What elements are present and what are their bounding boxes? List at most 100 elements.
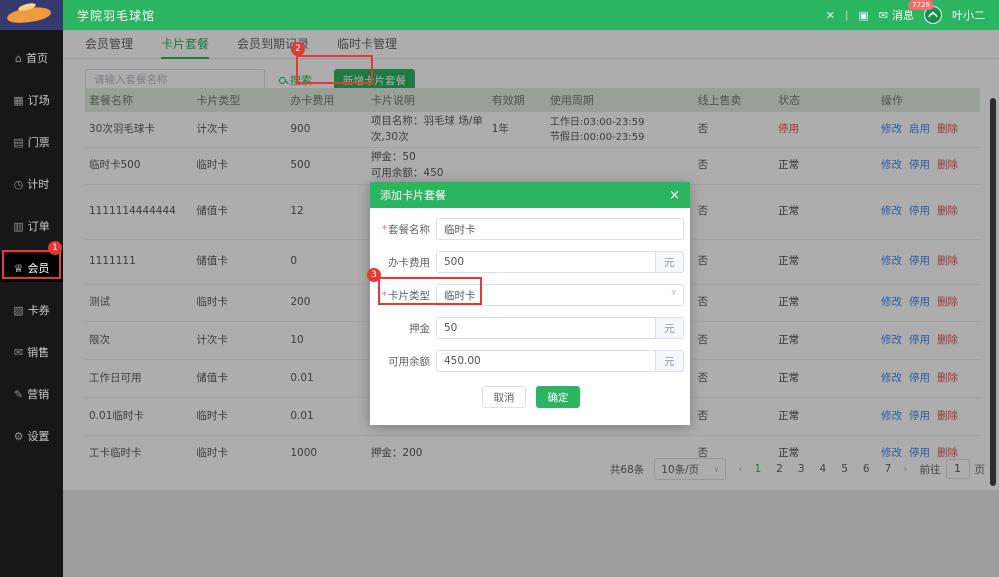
- table-row: 工卡临时卡 临时卡 1000 押金：200 否 正常 修改 停用 删除: [85, 436, 980, 472]
- vertical-scrollbar[interactable]: [990, 98, 996, 486]
- annotation-box-add-button: [296, 55, 373, 84]
- page-number[interactable]: 2: [776, 463, 783, 475]
- cell-online-sale: 否: [697, 333, 709, 346]
- disable-link[interactable]: 停用: [909, 447, 931, 460]
- cell-package-name: 测试: [89, 296, 110, 309]
- status-badge: 正常: [778, 296, 800, 309]
- delete-link[interactable]: 删除: [937, 205, 959, 218]
- cell-card-desc: 押金：200: [370, 447, 423, 460]
- page-number[interactable]: 1: [754, 463, 762, 475]
- sidebar-item-settings[interactable]: ⚙ 设置: [0, 422, 63, 450]
- messages-label: 消息: [892, 9, 914, 22]
- delete-link[interactable]: 删除: [937, 333, 959, 346]
- edit-link[interactable]: 修改: [881, 122, 903, 135]
- tools-icon[interactable]: ✕: [825, 8, 835, 22]
- field-available-balance: 可用余额 元: [378, 350, 684, 372]
- sidebar-item-timing[interactable]: ◷ 计时: [0, 170, 63, 198]
- sidebar-item-label: 会员: [27, 262, 50, 275]
- delete-link[interactable]: 删除: [937, 409, 959, 422]
- page-size-select[interactable]: 10条/页 ∨: [654, 458, 727, 480]
- package-name-input[interactable]: [436, 218, 684, 240]
- disable-link[interactable]: 停用: [909, 333, 931, 346]
- unit-label: 元: [656, 251, 684, 273]
- delete-link[interactable]: 删除: [937, 122, 959, 135]
- card-fee-input[interactable]: [436, 251, 656, 273]
- edit-link[interactable]: 修改: [881, 447, 903, 460]
- available-balance-input[interactable]: [436, 350, 656, 372]
- search-input[interactable]: [85, 69, 265, 91]
- sidebar-item-coupons[interactable]: ▧ 卡券: [0, 296, 63, 324]
- page-number[interactable]: 3: [797, 463, 805, 475]
- tab-member-management[interactable]: 会员管理: [85, 36, 134, 51]
- cell-card-fee: 0.01: [290, 371, 314, 384]
- sidebar-item-home[interactable]: ⌂ 首页: [0, 44, 63, 72]
- annotation-badge-2: 2: [291, 42, 305, 56]
- page-number[interactable]: 5: [841, 463, 848, 475]
- cell-actions: 修改 停用 删除: [877, 409, 980, 425]
- sidebar-item-marketing[interactable]: ✎ 营销: [0, 380, 63, 408]
- prev-page-button[interactable]: ‹: [738, 463, 743, 475]
- status-badge: 正常: [778, 255, 800, 268]
- cell-status: 正常: [774, 158, 877, 174]
- confirm-button[interactable]: 确定: [536, 386, 580, 408]
- delete-link[interactable]: 删除: [937, 447, 959, 460]
- disable-link[interactable]: 停用: [909, 205, 931, 218]
- page-number[interactable]: 7: [884, 463, 892, 475]
- disable-link[interactable]: 停用: [909, 371, 931, 384]
- modal-header: 添加卡片套餐 ×: [370, 182, 690, 208]
- cell-actions: 修改 停用 删除: [877, 254, 980, 270]
- status-badge: 正常: [778, 205, 800, 218]
- home-icon: ⌂: [15, 51, 22, 65]
- settings-icon: ⚙: [13, 429, 24, 443]
- edit-link[interactable]: 修改: [881, 333, 903, 346]
- cell-package-name: 1111111: [89, 255, 136, 268]
- card-type-select[interactable]: ∨: [436, 284, 684, 306]
- sidebar-item-booking[interactable]: ▦ 订场: [0, 86, 63, 114]
- monitor-icon[interactable]: ▣: [858, 8, 869, 22]
- sidebar-item-tickets[interactable]: ▤ 门票: [0, 128, 63, 156]
- venue-title: 学院羽毛球馆: [77, 8, 156, 23]
- delete-link[interactable]: 删除: [937, 255, 959, 268]
- edit-link[interactable]: 修改: [881, 159, 903, 172]
- messages-button[interactable]: ✉ 消息 7726: [879, 0, 934, 23]
- page-number[interactable]: 4: [819, 463, 827, 475]
- sidebar-item-label: 卡券: [27, 304, 50, 317]
- enable-link[interactable]: 启用: [909, 122, 931, 135]
- cell-card-fee: 500: [290, 159, 311, 172]
- user-avatar[interactable]: [924, 6, 942, 24]
- edit-link[interactable]: 修改: [881, 409, 903, 422]
- page-number[interactable]: 6: [862, 463, 870, 475]
- cell-card-fee: 1000: [290, 447, 318, 460]
- sidebar-nav: ⌂ 首页 ▦ 订场 ▤ 门票 ◷ 计时 ▥ 订单 ♕ 会员 ▧ 卡券 ✉ 销售: [0, 30, 63, 577]
- edit-link[interactable]: 修改: [881, 296, 903, 309]
- tab-card-packages[interactable]: 卡片套餐: [161, 30, 210, 59]
- edit-link[interactable]: 修改: [881, 205, 903, 218]
- cell-card-desc: 押金：50 可用余额：450: [370, 151, 444, 179]
- cell-online-sale: 否: [697, 205, 709, 218]
- card-type-value[interactable]: [436, 284, 684, 306]
- delete-link[interactable]: 删除: [937, 159, 959, 172]
- cancel-button[interactable]: 取消: [482, 386, 526, 408]
- status-badge: 正常: [778, 159, 800, 172]
- cell-status: 正常: [774, 371, 877, 387]
- delete-link[interactable]: 删除: [937, 371, 959, 384]
- close-icon[interactable]: ×: [669, 187, 680, 203]
- edit-link[interactable]: 修改: [881, 371, 903, 384]
- deposit-input[interactable]: [436, 317, 656, 339]
- sidebar-item-orders[interactable]: ▥ 订单: [0, 212, 63, 240]
- required-mark: *: [381, 289, 387, 302]
- next-page-button[interactable]: ›: [903, 463, 908, 475]
- sidebar-item-sales[interactable]: ✉ 销售: [0, 338, 63, 366]
- delete-link[interactable]: 删除: [937, 296, 959, 309]
- disable-link[interactable]: 停用: [909, 159, 931, 172]
- disable-link[interactable]: 停用: [909, 255, 931, 268]
- cell-actions: 修改 停用 删除: [877, 158, 980, 174]
- tab-temp-card-management[interactable]: 临时卡管理: [337, 36, 398, 51]
- disable-link[interactable]: 停用: [909, 296, 931, 309]
- marketing-icon: ✎: [13, 387, 24, 401]
- username-label[interactable]: 叶小二: [952, 9, 985, 22]
- edit-link[interactable]: 修改: [881, 255, 903, 268]
- cell-card-fee: 0.01: [290, 409, 314, 422]
- disable-link[interactable]: 停用: [909, 409, 931, 422]
- goto-page-input[interactable]: [945, 459, 970, 479]
